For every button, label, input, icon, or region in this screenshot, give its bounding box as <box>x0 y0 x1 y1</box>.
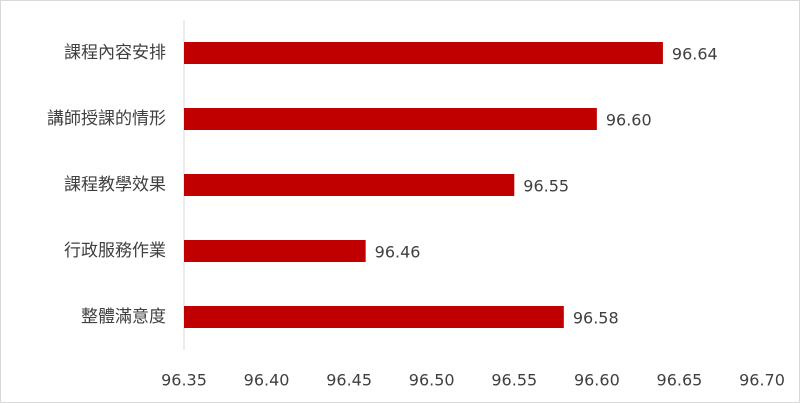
y-tick-label: 講師授課的情形 <box>47 109 166 129</box>
bar <box>184 240 366 262</box>
y-tick-label: 課程教學效果 <box>64 175 166 195</box>
bar <box>184 306 564 328</box>
x-tick-label: 96.45 <box>326 371 372 390</box>
bar <box>184 174 515 196</box>
x-tick-label: 96.50 <box>409 371 455 390</box>
x-tick-label: 96.35 <box>161 371 207 390</box>
data-label: 96.60 <box>606 111 652 130</box>
y-tick-label: 整體滿意度 <box>81 307 166 327</box>
data-label: 96.64 <box>672 45 718 64</box>
data-label: 96.58 <box>573 309 619 328</box>
y-tick-label: 課程內容安排 <box>64 43 166 63</box>
x-tick-label: 96.65 <box>657 371 703 390</box>
y-tick-label: 行政服務作業 <box>64 241 166 261</box>
x-tick-label: 96.40 <box>244 371 290 390</box>
data-label: 96.46 <box>375 243 421 262</box>
bar <box>184 42 663 64</box>
x-tick-label: 96.70 <box>739 371 785 390</box>
x-tick-label: 96.55 <box>491 371 537 390</box>
bar <box>184 108 597 130</box>
data-label: 96.55 <box>523 177 569 196</box>
x-tick-label: 96.60 <box>574 371 620 390</box>
